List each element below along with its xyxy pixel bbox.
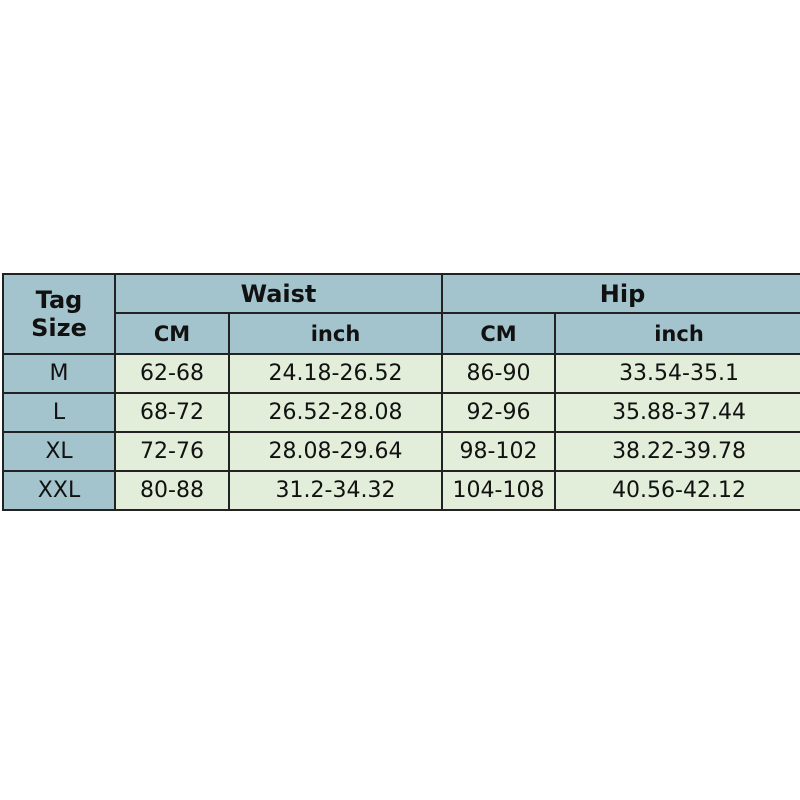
waist-cm-header: CM	[114, 312, 230, 355]
hip-cm-cell: 98-102	[441, 431, 557, 472]
hip-inch-cell: 33.54-35.1	[554, 353, 800, 394]
size-label: Size	[31, 314, 87, 342]
waist-cm-cell: 80-88	[114, 470, 230, 511]
table-row: XXL 80-88 31.2-34.32 104-108 40.56-42.12	[2, 470, 800, 511]
hip-cm-cell: 86-90	[441, 353, 557, 394]
size-cell: M	[2, 353, 116, 394]
hip-inch-cell: 40.56-42.12	[554, 470, 800, 511]
hip-cm-cell: 92-96	[441, 392, 557, 433]
size-cell: XL	[2, 431, 116, 472]
size-cell: L	[2, 392, 116, 433]
hip-inch-cell: 38.22-39.78	[554, 431, 800, 472]
waist-inch-cell: 31.2-34.32	[227, 470, 444, 511]
hip-cm-header: CM	[441, 312, 557, 355]
waist-inch-cell: 24.18-26.52	[227, 353, 444, 394]
waist-cm-cell: 72-76	[114, 431, 230, 472]
waist-inch-header: inch	[227, 312, 444, 355]
hip-inch-cell: 35.88-37.44	[554, 392, 800, 433]
waist-cm-cell: 62-68	[114, 353, 230, 394]
hip-header: Hip	[441, 273, 800, 314]
table-row: L 68-72 26.52-28.08 92-96 35.88-37.44	[2, 392, 800, 433]
tag-label: Tag	[35, 286, 83, 314]
table-row: XL 72-76 28.08-29.64 98-102 38.22-39.78	[2, 431, 800, 472]
waist-cm-cell: 68-72	[114, 392, 230, 433]
size-cell: XXL	[2, 470, 116, 511]
tag-size-header: Tag Size	[2, 273, 116, 355]
table-row: M 62-68 24.18-26.52 86-90 33.54-35.1	[2, 353, 800, 394]
waist-inch-cell: 26.52-28.08	[227, 392, 444, 433]
size-chart-table: Tag Size Waist Hip CM inch CM inch M 62-6…	[2, 273, 800, 511]
waist-header: Waist	[113, 273, 444, 314]
waist-inch-cell: 28.08-29.64	[227, 431, 444, 472]
hip-cm-cell: 104-108	[441, 470, 557, 511]
hip-inch-header: inch	[554, 312, 800, 355]
